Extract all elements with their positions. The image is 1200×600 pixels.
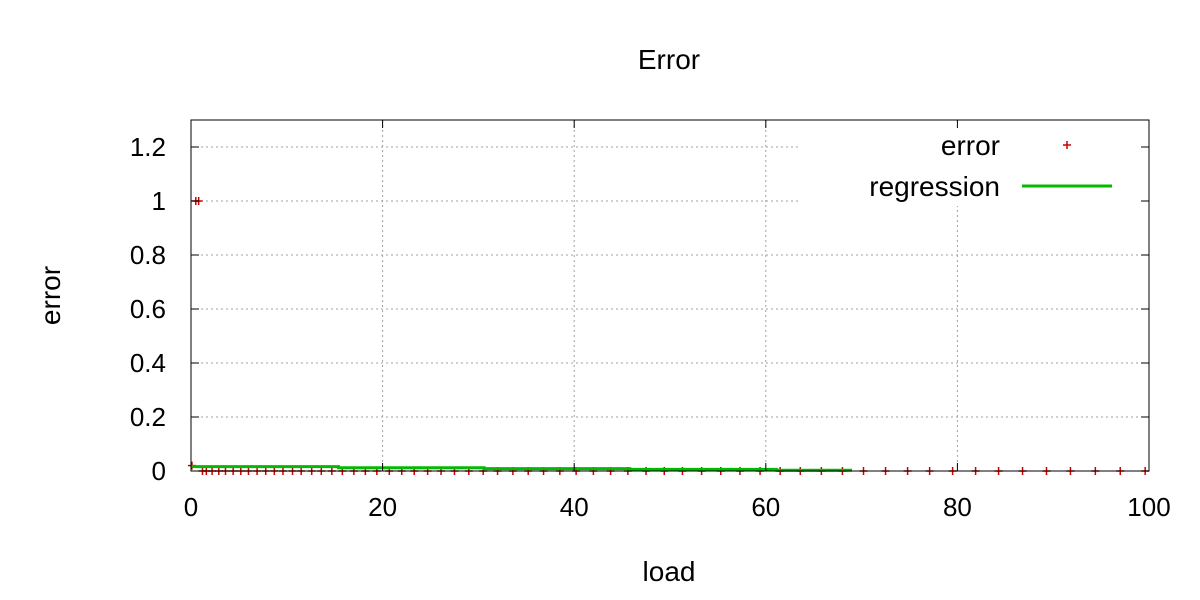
legend-label-regression: regression	[869, 171, 1000, 202]
regression-line	[190, 464, 853, 472]
legend: error regression	[869, 130, 1112, 202]
x-axis-label: load	[643, 556, 696, 587]
y-tick-label: 1.2	[130, 132, 166, 162]
x-tick-label: 100	[1127, 492, 1170, 522]
legend-label-error: error	[941, 130, 1000, 161]
y-tick-label: 1	[152, 186, 166, 216]
y-tick-label: 0.2	[130, 402, 166, 432]
x-tick-label: 20	[368, 492, 397, 522]
y-axis-label: error	[35, 266, 66, 325]
ticks-layer: 0 20 40 60 80 100 0 0.2 0.4 0.6 0.8 1 1.2	[130, 120, 1171, 522]
x-tick-label: 60	[751, 492, 780, 522]
chart-title: Error	[638, 44, 700, 75]
x-tick-label: 40	[560, 492, 589, 522]
x-tick-label: 0	[184, 492, 198, 522]
x-tick-label: 80	[943, 492, 972, 522]
y-tick-label: 0.8	[130, 240, 166, 270]
data-layer	[187, 197, 1150, 475]
y-tick-label: 0	[152, 456, 166, 486]
legend-background	[800, 124, 1140, 206]
plot-frame	[190, 119, 1150, 472]
y-tick-label: 0.4	[130, 348, 166, 378]
y-tick-label: 0.6	[130, 294, 166, 324]
grid-layer	[191, 120, 1149, 471]
